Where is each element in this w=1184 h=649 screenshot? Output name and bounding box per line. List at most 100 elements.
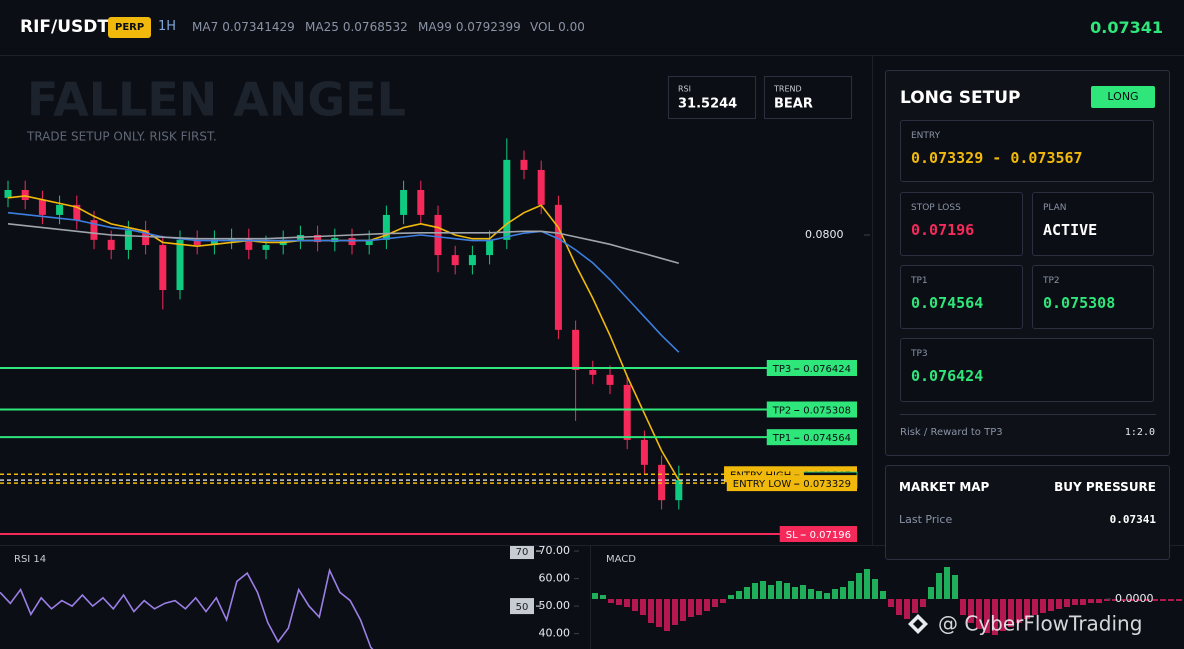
macd-bar xyxy=(640,599,646,615)
level-value: 0.074564 xyxy=(803,433,851,444)
macd-bar xyxy=(624,599,630,607)
candle-body xyxy=(124,230,132,250)
macd-bar xyxy=(824,593,830,599)
ma-line xyxy=(7,223,680,265)
macd-bar xyxy=(1160,599,1166,601)
macd-bar xyxy=(728,595,734,599)
macd-bar xyxy=(984,599,990,633)
macd-bar xyxy=(1096,599,1102,603)
macd-bar xyxy=(1056,599,1062,609)
macd-bar xyxy=(1104,599,1110,601)
macd-bar xyxy=(744,587,750,599)
level-label-box xyxy=(766,360,857,377)
candle-body xyxy=(73,204,81,221)
level-label-box xyxy=(766,429,857,446)
candle-body xyxy=(159,245,167,291)
cell-value: 0.074564 xyxy=(911,294,984,312)
setup-cell: STOP LOSS 0.07196 xyxy=(900,192,1023,256)
macd-bar xyxy=(688,599,694,617)
macd-bar xyxy=(776,581,782,599)
candle-body xyxy=(38,200,46,215)
setup-cell: TP1 0.074564 xyxy=(900,265,1023,329)
interval[interactable]: 1H xyxy=(158,19,177,34)
market-map: MARKET MAP BUY PRESSURE Last Price 0.073… xyxy=(885,465,1170,560)
candle-body xyxy=(210,239,218,246)
macd-bar xyxy=(1136,599,1142,601)
macd-bar xyxy=(1072,599,1078,605)
macd-bar xyxy=(1008,599,1014,627)
badge: PERP xyxy=(108,17,152,38)
panel-title: LONG SETUP xyxy=(900,88,1021,108)
macd-bar xyxy=(1152,599,1158,601)
ratio-label: Risk / Reward to TP3 xyxy=(900,427,1003,438)
candle-body xyxy=(589,370,597,375)
macd-bar xyxy=(768,585,774,599)
candle-body xyxy=(4,190,12,198)
level-label: TP2 xyxy=(772,406,792,417)
candle-body xyxy=(675,480,683,501)
cell-value: ACTIVE xyxy=(1043,221,1098,239)
candle-body xyxy=(417,190,425,215)
macd-bar xyxy=(696,599,702,615)
macd-bar xyxy=(664,599,670,631)
row-label: Last Price xyxy=(899,513,953,526)
y-tick-label: 0.0000 xyxy=(1115,592,1154,605)
macd-bar xyxy=(808,589,814,599)
macd-bar xyxy=(680,599,686,621)
market-status: BUY PRESSURE xyxy=(1054,480,1156,494)
candle-body xyxy=(107,239,115,250)
candle-body xyxy=(142,230,150,246)
rsi-chart: RSI 14 70.00 60.00 50.00 40.00 70 50 xyxy=(0,544,579,649)
macd-bar xyxy=(960,599,966,615)
level-label: TP1 xyxy=(772,433,792,444)
macd-bar xyxy=(648,599,654,623)
macd-bar xyxy=(912,599,918,613)
setup-cell: ENTRY 0.073329 - 0.073567 xyxy=(900,120,1154,182)
candle-body xyxy=(365,239,373,246)
macd-bar xyxy=(1064,599,1070,607)
macd-bar xyxy=(872,579,878,599)
candle-body xyxy=(56,204,64,215)
candle-body xyxy=(572,329,580,371)
macd-bar xyxy=(752,583,758,599)
ratio: 1:2.0 xyxy=(1124,427,1155,438)
candle-body xyxy=(434,214,442,256)
candle-body xyxy=(245,237,253,250)
candle-body xyxy=(176,239,184,291)
level-label-box xyxy=(766,401,857,418)
last-price: 0.07341 xyxy=(1090,18,1163,37)
macd-bar xyxy=(856,573,862,599)
macd-bar xyxy=(1048,599,1054,611)
macd-bar xyxy=(760,581,766,599)
cell-value: 0.076424 xyxy=(911,367,984,385)
macd-bar xyxy=(1128,599,1134,601)
setup-cell: TP2 0.075308 xyxy=(1032,265,1154,329)
macd-bar xyxy=(944,567,950,599)
level-value: 0.076424 xyxy=(803,364,851,375)
y-tick-label: 50.00 xyxy=(539,599,571,612)
candle-body xyxy=(90,220,98,240)
level-box xyxy=(510,546,534,560)
candle-body xyxy=(537,169,545,205)
macd-bar xyxy=(888,599,894,607)
macd-bar xyxy=(672,599,678,625)
top-bar: RIF/USDT PERP 1H MA7 0.07341429 MA25 0.0768… xyxy=(0,0,1184,56)
level-box xyxy=(510,598,534,615)
indicator-value: 0.0792399 xyxy=(455,20,521,34)
cell-label: STOP LOSS xyxy=(911,203,961,213)
candle-body xyxy=(554,204,562,330)
volume-label: VOL xyxy=(530,20,555,34)
level-label: ENTRY LOW xyxy=(733,479,792,490)
rsi-line xyxy=(0,567,374,649)
indicator-name: MA99 xyxy=(418,20,452,34)
y-tick-label: 70.00 xyxy=(539,544,571,557)
cell-label: PLAN xyxy=(1043,203,1067,213)
macd-bar xyxy=(920,599,926,607)
level-value: 0.075308 xyxy=(803,406,851,417)
candle-body xyxy=(400,190,408,215)
level-label-box xyxy=(726,475,857,492)
indicator-value: 0.0768532 xyxy=(342,20,408,34)
macd-bar xyxy=(976,599,982,629)
